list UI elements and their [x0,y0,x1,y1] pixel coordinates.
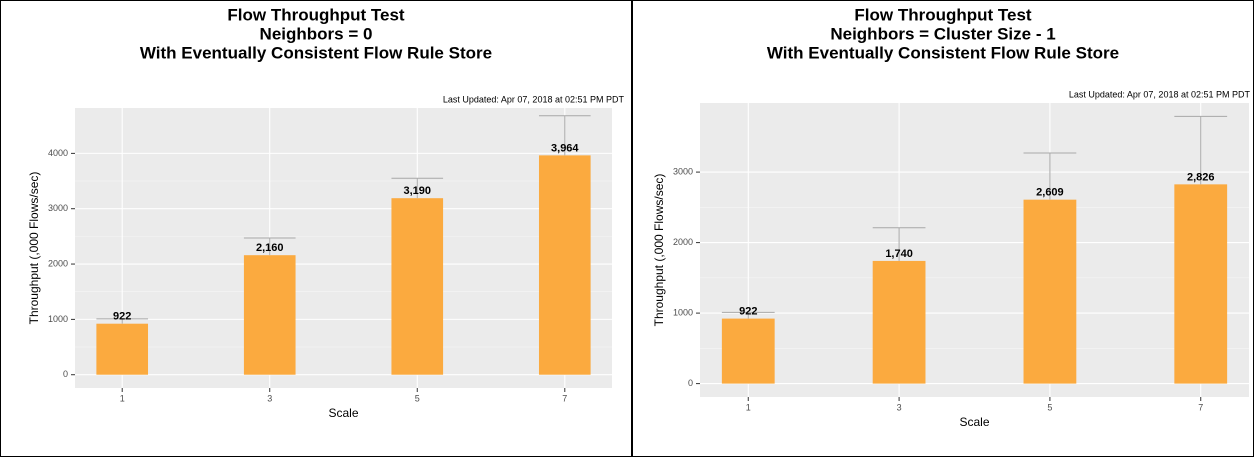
y-tick-label: 1000 [673,307,693,317]
y-axis-title: Throughput (,000 Flows/sec) [652,174,666,327]
value-label: 3,190 [403,185,431,197]
x-tick-label: 5 [1047,402,1052,412]
chart-title: Flow Throughput Test [854,5,1032,24]
value-label: 922 [739,306,757,318]
plot-background [700,103,1249,397]
y-tick-label: 4000 [48,148,68,158]
annotation: Last Updated: Apr 07, 2018 at 02:51 PM P… [1069,89,1251,99]
bar [872,260,926,384]
y-tick-label: 0 [688,378,693,388]
bar [96,323,149,375]
chart-title: With Eventually Consistent Flow Rule Sto… [767,43,1119,62]
y-tick-label: 3000 [673,166,693,176]
y-tick-label: 3000 [48,203,68,213]
x-tick-label: 7 [1198,402,1203,412]
plot-background [75,108,612,388]
y-tick-label: 2000 [673,237,693,247]
y-tick-label: 1000 [48,314,68,324]
y-tick-label: 2000 [48,258,68,268]
value-label: 3,964 [551,142,579,154]
bar [1174,184,1228,384]
bar [243,255,296,375]
x-axis-title: Scale [328,406,358,420]
chart-title: Flow Throughput Test [227,5,405,24]
chart-title: Neighbors = Cluster Size - 1 [830,24,1055,43]
x-tick-label: 5 [415,393,420,403]
chart-title: Neighbors = 0 [260,24,373,43]
x-axis-title: Scale [959,415,989,429]
x-tick-label: 3 [267,393,272,403]
y-axis-title: Throughput (,000 Flows/sec) [27,172,41,325]
x-tick-label: 7 [562,393,567,403]
value-label: 2,160 [256,242,284,254]
value-label: 2,826 [1187,171,1215,183]
x-tick-label: 3 [897,402,902,412]
x-tick-label: 1 [120,393,125,403]
bar [391,198,444,375]
x-tick-label: 1 [746,402,751,412]
y-tick-label: 0 [63,369,68,379]
bar [721,318,775,384]
value-label: 1,740 [885,248,913,260]
value-label: 2,609 [1036,187,1064,199]
chart-title: With Eventually Consistent Flow Rule Sto… [140,43,492,62]
bar [538,155,591,375]
bar [1023,199,1077,384]
value-label: 922 [113,311,131,323]
annotation: Last Updated: Apr 07, 2018 at 02:51 PM P… [443,94,625,104]
